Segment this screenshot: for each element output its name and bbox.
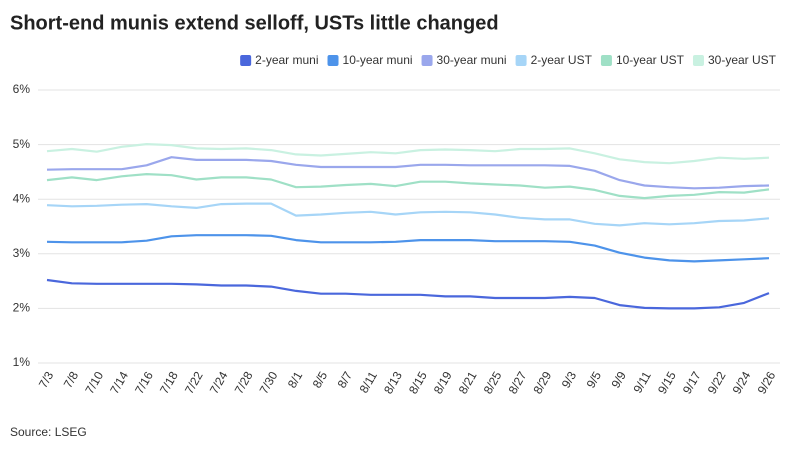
- x-tick-label: 7/8: [61, 369, 82, 391]
- x-tick-label: 8/13: [381, 369, 405, 397]
- x-tick-label: 9/26: [755, 369, 779, 397]
- x-tick-label: 8/5: [310, 369, 331, 391]
- x-tick-label: 9/3: [559, 369, 580, 391]
- x-tick-label: 8/7: [335, 369, 356, 391]
- x-tick-label: 8/15: [406, 369, 430, 397]
- legend-swatch: [600, 55, 612, 66]
- x-tick-label: 9/17: [680, 369, 704, 397]
- x-tick-label: 9/15: [655, 369, 679, 397]
- y-tick-label: 2%: [13, 301, 31, 315]
- x-tick-label: 9/9: [608, 369, 629, 391]
- x-tick-label: 8/21: [456, 369, 480, 397]
- chart-title: Short-end munis extend selloff, USTs lit…: [10, 12, 499, 34]
- legend-label: 2-year UST: [531, 53, 593, 67]
- x-tick-label: 9/5: [584, 369, 605, 391]
- x-tick-label: 7/28: [232, 369, 256, 397]
- legend-label: 2-year muni: [255, 53, 318, 67]
- line: [46, 173, 770, 200]
- x-tick-label: 7/18: [157, 369, 181, 397]
- line: [46, 202, 770, 227]
- line: [46, 234, 770, 263]
- line: [46, 143, 770, 165]
- x-tick-label: 7/22: [182, 369, 206, 397]
- legend-label: 30-year UST: [708, 53, 777, 67]
- line: [46, 278, 770, 310]
- y-tick-label: 6%: [13, 82, 31, 96]
- x-tick-label: 7/10: [82, 369, 106, 397]
- x-tick-label: 8/11: [357, 369, 381, 396]
- x-tick-label: 8/19: [431, 369, 455, 397]
- source: Source: LSEG: [10, 425, 87, 439]
- x-tick-label: 9/24: [730, 369, 754, 397]
- y-tick-label: 1%: [13, 355, 31, 369]
- x-tick-label: 9/22: [705, 369, 729, 397]
- legend-label: 30-year muni: [437, 53, 507, 67]
- legend-swatch: [515, 55, 527, 66]
- x-tick-label: 7/24: [207, 369, 231, 397]
- y-tick-label: 4%: [13, 191, 31, 205]
- legend-label: 10-year UST: [616, 53, 685, 67]
- y-tick-label: 5%: [13, 137, 31, 151]
- x-tick-label: 7/30: [257, 369, 281, 397]
- x-tick-label: 8/25: [481, 369, 505, 397]
- x-tick-label: 7/16: [132, 369, 156, 397]
- legend-swatch: [240, 55, 252, 66]
- x-tick-label: 8/29: [530, 369, 554, 397]
- x-tick-label: 8/27: [506, 369, 530, 397]
- legend-swatch: [327, 55, 339, 66]
- y-tick-label: 3%: [13, 246, 31, 260]
- legend-swatch: [421, 55, 433, 66]
- x-tick-label: 7/14: [107, 369, 131, 397]
- legend-label: 10-year muni: [343, 53, 413, 67]
- line: [46, 156, 770, 190]
- x-tick-label: 8/1: [285, 369, 306, 391]
- x-tick-label: 7/3: [36, 369, 57, 391]
- legend-swatch: [692, 55, 704, 66]
- x-tick-label: 9/11: [631, 369, 655, 396]
